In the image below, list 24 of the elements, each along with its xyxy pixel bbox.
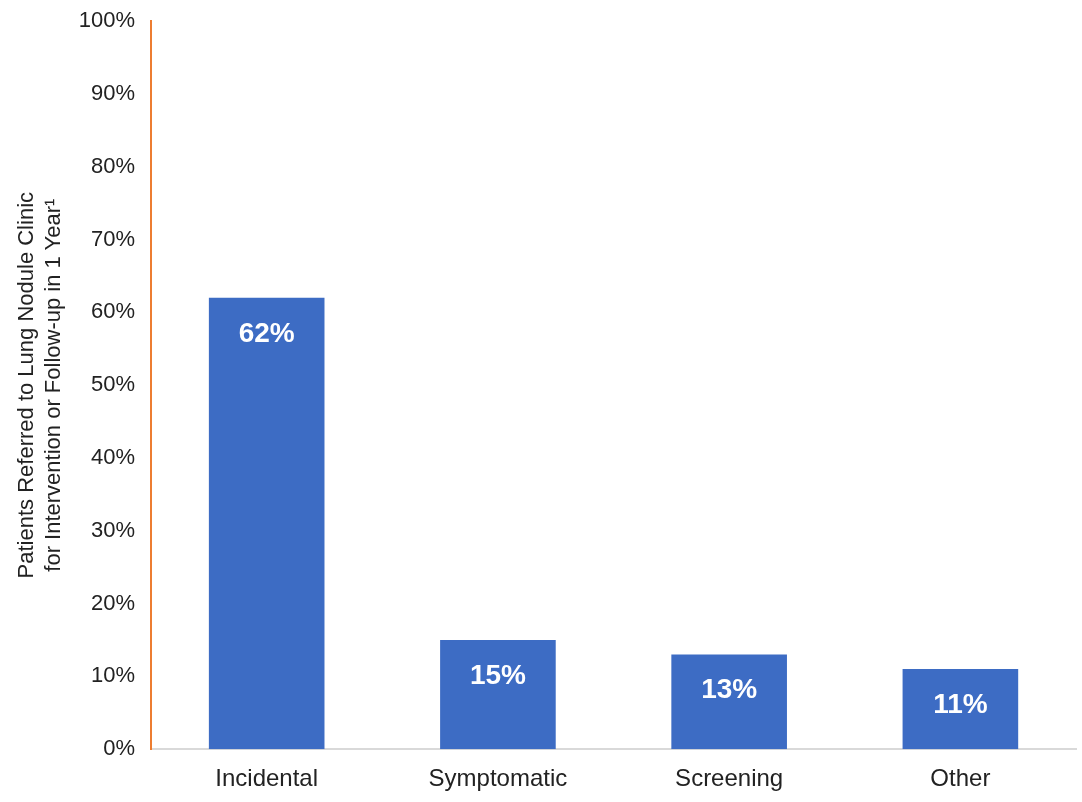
x-tick-label: Screening <box>675 764 784 792</box>
data-label: 11% <box>933 687 988 719</box>
bar <box>902 669 1019 750</box>
y-tick-label: 60% <box>91 298 136 324</box>
y-tick-label: 10% <box>91 662 136 688</box>
y-axis-title: Patients Referred to Lung Nodule Clinic for Intervention or Follow-up in 1 Year¹ <box>13 191 65 579</box>
data-label: 62% <box>238 316 295 348</box>
y-tick-label: 30% <box>91 516 136 542</box>
y-tick-label: 100% <box>78 7 136 33</box>
y-tick-label: 70% <box>91 225 136 251</box>
data-label: 15% <box>469 658 527 690</box>
x-tick-label: Symptomatic <box>428 764 568 792</box>
y-tick-label: 40% <box>91 444 136 470</box>
bar <box>671 654 787 750</box>
data-label: 13% <box>701 673 758 705</box>
y-tick-label: 90% <box>91 80 136 106</box>
bar <box>440 640 556 750</box>
y-tick-label: 20% <box>91 589 136 615</box>
y-tick-label: 0% <box>103 735 136 761</box>
bar <box>208 297 325 750</box>
x-tick-label: Other <box>930 764 991 792</box>
y-tick-label: 80% <box>91 152 136 178</box>
x-tick-label: Incidental <box>215 764 319 792</box>
y-tick-label: 50% <box>91 371 136 397</box>
